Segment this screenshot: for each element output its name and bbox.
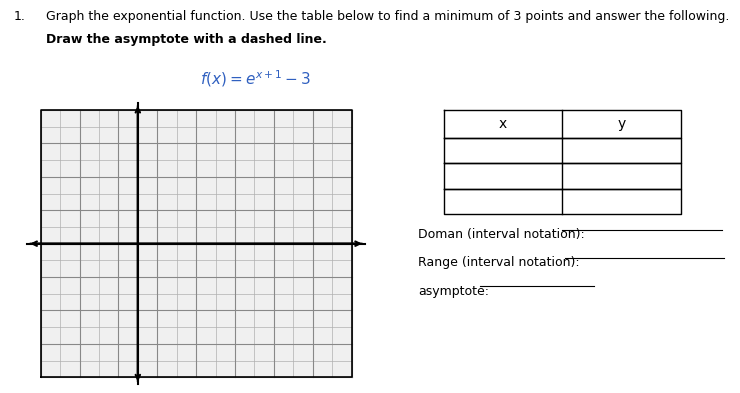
Text: x: x (499, 117, 508, 131)
Text: Doman (interval notation):: Doman (interval notation): (418, 228, 585, 241)
Text: y: y (617, 117, 626, 131)
Text: Draw the asymptote with a dashed line.: Draw the asymptote with a dashed line. (46, 33, 326, 46)
Bar (41, 110, 352, 377)
Text: Graph the exponential function. Use the table below to find a minimum of 3 point: Graph the exponential function. Use the … (46, 10, 729, 23)
Text: $f(x) = e^{x+1} - 3$: $f(x) = e^{x+1} - 3$ (200, 69, 311, 90)
Text: asymptote:: asymptote: (418, 285, 489, 298)
Text: Range (interval notation):: Range (interval notation): (418, 256, 579, 269)
Text: 1.: 1. (13, 10, 25, 23)
